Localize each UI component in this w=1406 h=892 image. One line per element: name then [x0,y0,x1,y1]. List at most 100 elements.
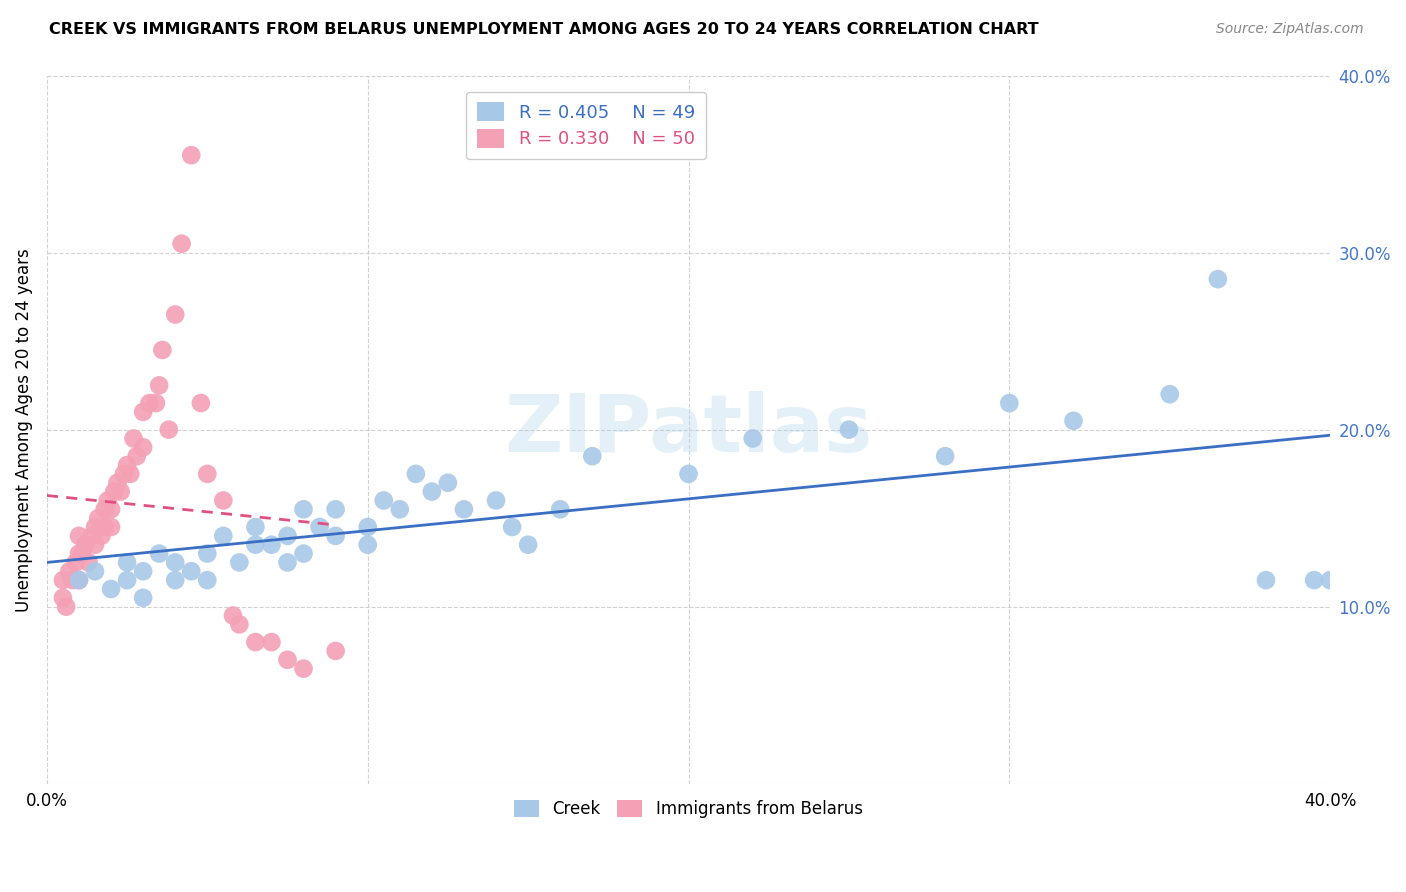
Point [93,520,115,534]
Point [165,573,187,587]
Text: Source: ZipAtlas.com: Source: ZipAtlas.com [1216,22,1364,37]
Point [453,502,475,516]
Y-axis label: Unemployment Among Ages 20 to 24 years: Unemployment Among Ages 20 to 24 years [15,248,32,612]
Point [84,520,107,534]
Point [838,423,860,437]
Point [357,538,380,552]
Point [1063,414,1085,428]
Point [112,467,135,481]
Point [115,556,138,570]
Point [150,343,173,357]
Point [132,405,155,419]
Point [548,502,571,516]
Point [292,662,315,676]
Point [292,502,315,516]
Point [170,236,193,251]
Point [84,564,107,578]
Point [678,467,700,481]
Point [437,475,460,490]
Point [388,502,411,516]
Point [195,467,218,481]
Point [132,440,155,454]
Point [245,520,267,534]
Point [325,502,347,516]
Point [1319,573,1341,587]
Point [67,573,90,587]
Point [485,493,508,508]
Point [120,467,142,481]
Point [148,547,170,561]
Point [405,467,427,481]
Point [276,556,298,570]
Point [132,564,155,578]
Point [165,308,187,322]
Point [292,547,315,561]
Legend: Creek, Immigrants from Belarus: Creek, Immigrants from Belarus [508,794,869,825]
Point [228,556,250,570]
Point [77,556,100,570]
Point [87,511,110,525]
Point [70,547,93,561]
Point [55,599,77,614]
Point [80,529,103,543]
Point [517,538,540,552]
Point [228,617,250,632]
Point [148,378,170,392]
Point [165,556,187,570]
Point [1254,573,1277,587]
Point [65,556,87,570]
Point [212,493,235,508]
Point [325,529,347,543]
Point [157,423,180,437]
Point [103,484,125,499]
Point [308,520,330,534]
Point [75,538,97,552]
Point [581,449,603,463]
Point [125,449,148,463]
Point [67,547,90,561]
Point [84,538,107,552]
Point [52,591,75,605]
Point [67,529,90,543]
Point [501,520,523,534]
Point [58,564,80,578]
Point [100,520,122,534]
Point [325,644,347,658]
Point [998,396,1021,410]
Point [420,484,443,499]
Point [195,547,218,561]
Text: CREEK VS IMMIGRANTS FROM BELARUS UNEMPLOYMENT AMONG AGES 20 TO 24 YEARS CORRELAT: CREEK VS IMMIGRANTS FROM BELARUS UNEMPLO… [49,22,1039,37]
Point [93,502,115,516]
Point [190,396,212,410]
Point [52,573,75,587]
Point [115,458,138,472]
Point [138,396,160,410]
Point [62,573,84,587]
Point [90,529,112,543]
Point [260,538,283,552]
Point [357,520,380,534]
Point [115,573,138,587]
Point [122,432,145,446]
Point [107,475,129,490]
Point [276,653,298,667]
Point [100,502,122,516]
Text: ZIPatlas: ZIPatlas [505,391,873,468]
Point [276,529,298,543]
Point [1159,387,1181,401]
Point [97,493,120,508]
Point [1303,573,1326,587]
Point [145,396,167,410]
Point [245,538,267,552]
Point [110,484,132,499]
Point [132,591,155,605]
Point [222,608,245,623]
Point [180,564,202,578]
Point [260,635,283,649]
Point [180,148,202,162]
Point [195,573,218,587]
Point [100,582,122,596]
Point [1206,272,1229,286]
Point [934,449,956,463]
Point [67,573,90,587]
